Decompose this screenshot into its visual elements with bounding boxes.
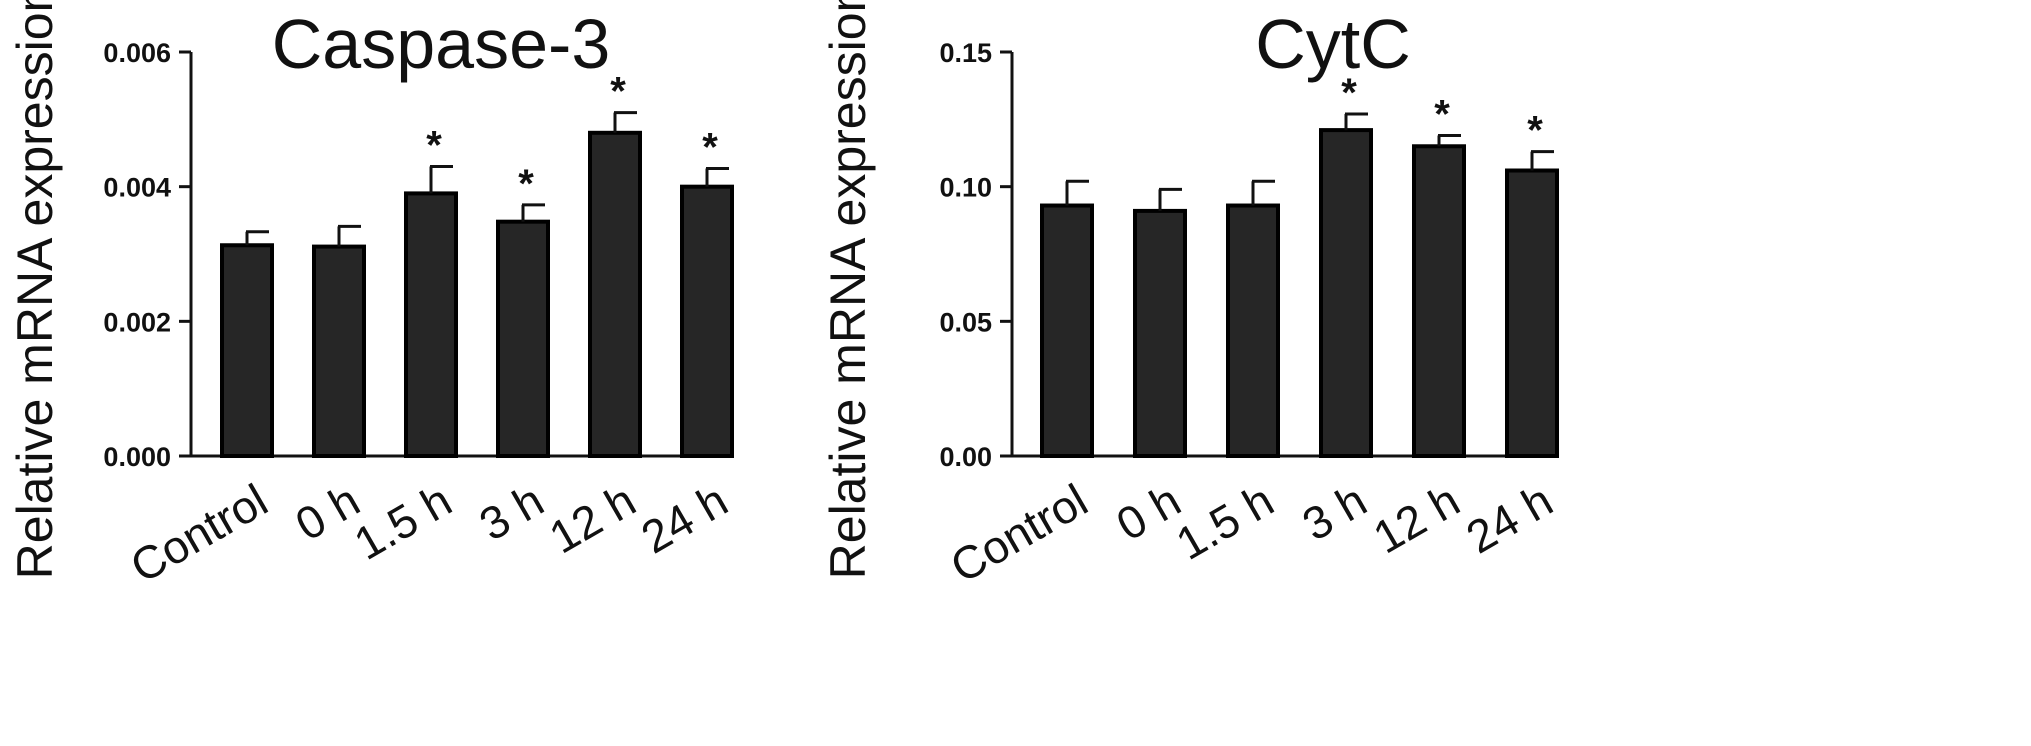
bar-3-h <box>1319 128 1373 459</box>
x-tick-label: 12 h <box>1364 474 1468 564</box>
bar-0-h <box>1133 208 1187 458</box>
x-tick-label: Control <box>122 474 276 593</box>
bar-3-h <box>496 219 550 458</box>
x-tick-label: 12 h <box>540 474 644 564</box>
bar-1-5-h <box>1226 203 1280 458</box>
x-tick-label: Control <box>942 474 1096 593</box>
bar-control <box>220 243 274 458</box>
significance-marker: * <box>1527 109 1543 153</box>
y-tick-label: 0.00 <box>939 442 992 472</box>
x-tick-label: 24 h <box>1457 474 1561 564</box>
y-tick-label: 0.15 <box>939 38 992 68</box>
y-tick-label: 0.000 <box>103 442 171 472</box>
x-tick-label: 24 h <box>632 474 736 564</box>
significance-marker: * <box>518 162 534 206</box>
bar-24-h <box>1505 168 1559 459</box>
significance-marker: * <box>610 70 626 114</box>
y-ticks: 0.00 0.05 0.10 0.15 <box>939 38 1012 472</box>
y-tick-label: 0.004 <box>103 173 171 203</box>
y-tick-label: 0.006 <box>103 38 171 68</box>
significance-marker: * <box>426 123 442 167</box>
y-ticks: 0.000 0.002 0.004 0.006 <box>103 38 191 472</box>
significance-marker: * <box>1434 92 1450 136</box>
x-tick-label: 1.5 h <box>1167 474 1282 570</box>
y-axis-label: Relative mRNA expression <box>820 0 876 579</box>
x-tick-label: 3 h <box>471 474 552 551</box>
y-axis-label: Relative mRNA expression <box>7 0 63 579</box>
significance-marker: * <box>702 125 718 169</box>
bar-1-5-h <box>404 191 458 458</box>
bars: * * * <box>1040 71 1559 459</box>
chart-title: CytC <box>1255 5 1411 83</box>
bar-12-h <box>588 130 642 459</box>
x-tick-label: 1.5 h <box>345 474 460 570</box>
significance-marker: * <box>1341 71 1357 115</box>
y-tick-label: 0.05 <box>939 307 992 337</box>
bar-0-h <box>312 244 366 458</box>
bar-24-h <box>680 184 734 459</box>
y-tick-label: 0.002 <box>103 307 171 337</box>
y-tick-label: 0.10 <box>939 173 992 203</box>
x-tick-label: 3 h <box>1294 474 1375 551</box>
bar-control <box>1040 203 1094 458</box>
chart-panel-caspase3: Caspase-3 Relative mRNA expression 0.000… <box>7 0 736 593</box>
bars: * * * * <box>220 70 734 459</box>
chart-title: Caspase-3 <box>272 5 611 83</box>
bar-12-h <box>1412 144 1466 458</box>
chart-panel-cytc: CytC Relative mRNA expression 0.000.050.… <box>820 0 1561 593</box>
